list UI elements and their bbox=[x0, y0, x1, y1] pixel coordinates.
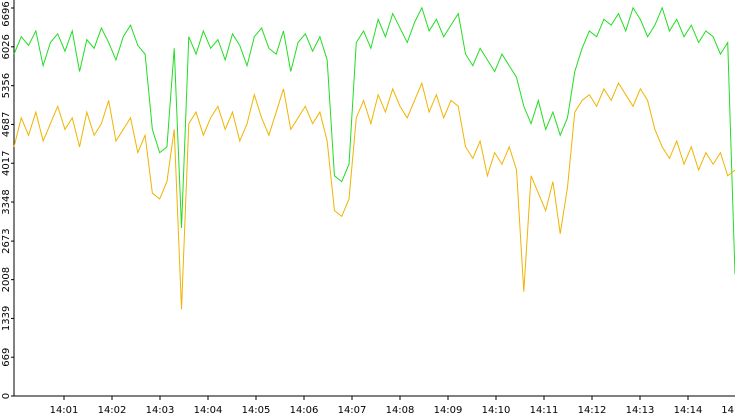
x-tick-label: 14:06 bbox=[290, 405, 319, 415]
x-tick-label: 14:10 bbox=[482, 405, 511, 415]
x-tick-label: 14:03 bbox=[146, 405, 175, 415]
x-tick-label: 14 bbox=[721, 405, 734, 415]
y-tick-label: 669 bbox=[1, 348, 12, 367]
y-tick-label: 6026 bbox=[1, 34, 12, 59]
x-tick-label: 14:08 bbox=[386, 405, 415, 415]
y-tick-label: 1339 bbox=[1, 306, 12, 331]
x-tick-label: 14:09 bbox=[434, 405, 463, 415]
y-tick-label: 0 bbox=[1, 393, 12, 399]
x-tick-label: 14:01 bbox=[50, 405, 79, 415]
series-line bbox=[13, 81, 735, 310]
series-line bbox=[13, 6, 735, 275]
x-tick-label: 14:11 bbox=[530, 405, 559, 415]
y-tick-label: 4687 bbox=[1, 112, 12, 137]
y-tick-label: 3348 bbox=[1, 189, 12, 214]
x-tick-label: 14:13 bbox=[626, 405, 655, 415]
y-tick-label: 5356 bbox=[1, 73, 12, 98]
y-tick-label: 2673 bbox=[1, 228, 12, 253]
x-tick-label: 14:12 bbox=[578, 405, 607, 415]
x-tick-label: 14:04 bbox=[194, 405, 223, 415]
x-tick-label: 14:05 bbox=[242, 405, 271, 415]
y-tick-label: 4017 bbox=[1, 151, 12, 176]
y-tick-label: 6696 bbox=[1, 1, 12, 26]
x-tick-label: 14:02 bbox=[98, 405, 127, 415]
x-tick-label: 14:14 bbox=[674, 405, 703, 415]
y-tick-label: 2008 bbox=[1, 267, 12, 292]
x-tick-label: 14:07 bbox=[338, 405, 367, 415]
